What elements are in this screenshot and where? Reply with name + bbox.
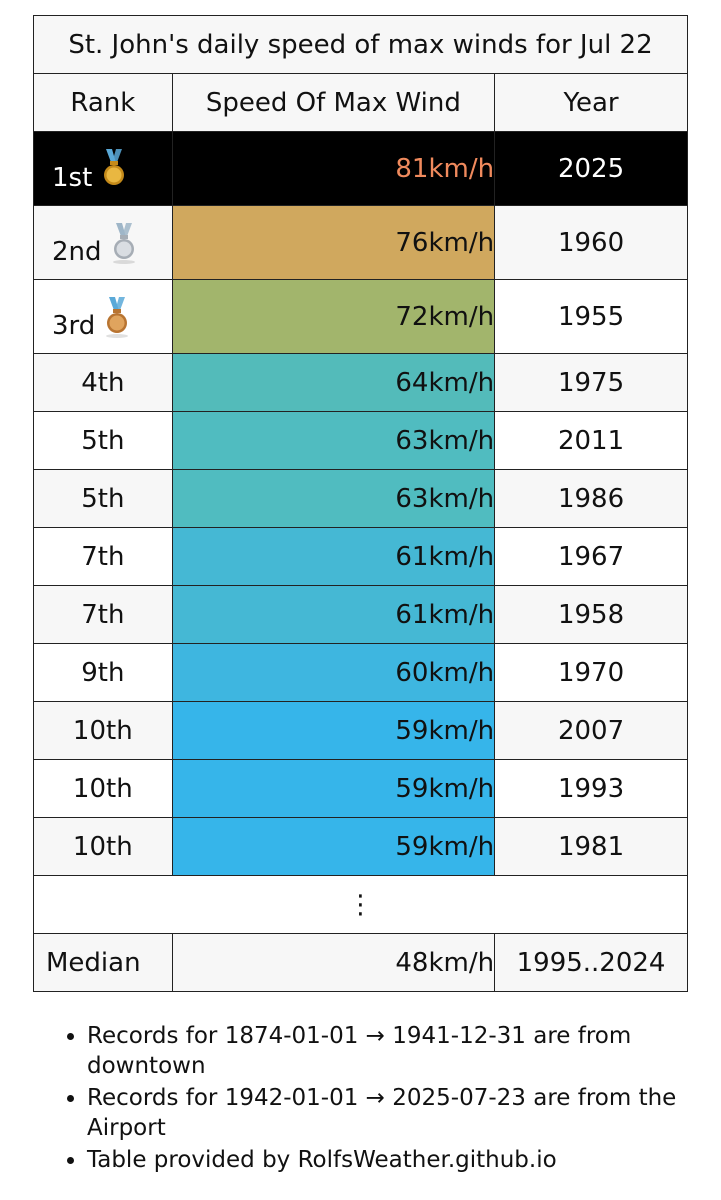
table-row: 10th 59km/h 2007 [33,701,688,760]
notes-list: Records for 1874-01-01 → 1941-12-31 are … [55,1021,721,1177]
table-row: 5th 63km/h 2011 [33,411,688,470]
speed-cell: 63km/h [171,411,496,470]
year-cell: 1960 [494,205,688,280]
year-cell: 1975 [494,353,688,412]
speed-cell: 72km/h [171,279,496,354]
rank-label: 2nd [52,236,102,267]
table-row: 7th 61km/h 1958 [33,585,688,644]
rank-cell: 10th [33,701,173,760]
year-cell: 1986 [494,469,688,528]
table-row: 7th 61km/h 1967 [33,527,688,586]
rank-cell: 4th [33,353,173,412]
table-row: 5th 63km/h 1986 [33,469,688,528]
header-year: Year [494,73,688,132]
table-row: 2nd 76km/h 1960 [33,205,688,280]
rank-label: 1st [52,162,93,193]
table-row: 10th 59km/h 1993 [33,759,688,818]
rank-cell: 10th [33,759,173,818]
silver-medal-icon [110,221,138,265]
speed-cell: 76km/h [171,205,496,280]
rank-cell: 3rd [33,279,173,354]
year-cell: 1970 [494,643,688,702]
rank-cell: 2nd [33,205,173,280]
records-table: St. John's daily speed of max winds for … [33,15,688,992]
rank-cell: 7th [33,527,173,586]
year-cell: 1958 [494,585,688,644]
median-years: 1995..2024 [494,933,688,992]
speed-cell: 59km/h [171,759,496,818]
rank-cell: 10th [33,817,173,876]
year-cell: 2007 [494,701,688,760]
note-item: Records for 1942-01-01 → 2025-07-23 are … [87,1083,721,1143]
rank-cell: 7th [33,585,173,644]
speed-cell: 61km/h [171,527,496,586]
more-rows-ellipsis: ⋮ [33,875,688,934]
header-speed: Speed Of Max Wind [171,73,496,132]
gold-medal-icon [100,147,128,191]
table-row: 1st 81km/h 2025 [33,131,688,206]
table-row: 9th 60km/h 1970 [33,643,688,702]
speed-cell: 59km/h [171,701,496,760]
speed-cell: 64km/h [171,353,496,412]
year-cell: 2011 [494,411,688,470]
median-label: Median [33,933,173,992]
year-cell: 2025 [494,131,688,206]
speed-cell: 63km/h [171,469,496,528]
speed-cell: 59km/h [171,817,496,876]
bronze-medal-icon [103,295,131,339]
rank-cell: 1st [33,131,173,206]
table-row: 3rd 72km/h 1955 [33,279,688,354]
year-cell: 1955 [494,279,688,354]
rank-cell: 5th [33,411,173,470]
median-speed: 48km/h [171,933,496,992]
table-title: St. John's daily speed of max winds for … [33,15,688,74]
rank-label: 3rd [52,310,96,341]
rank-cell: 5th [33,469,173,528]
note-item: Table provided by RolfsWeather.github.io [87,1145,721,1175]
year-cell: 1967 [494,527,688,586]
speed-cell: 60km/h [171,643,496,702]
year-cell: 1981 [494,817,688,876]
note-item: Records for 1874-01-01 → 1941-12-31 are … [87,1021,721,1081]
speed-cell: 81km/h [171,131,496,206]
year-cell: 1993 [494,759,688,818]
table-row: 4th 64km/h 1975 [33,353,688,412]
table-row: 10th 59km/h 1981 [33,817,688,876]
rank-cell: 9th [33,643,173,702]
speed-cell: 61km/h [171,585,496,644]
header-rank: Rank [33,73,173,132]
